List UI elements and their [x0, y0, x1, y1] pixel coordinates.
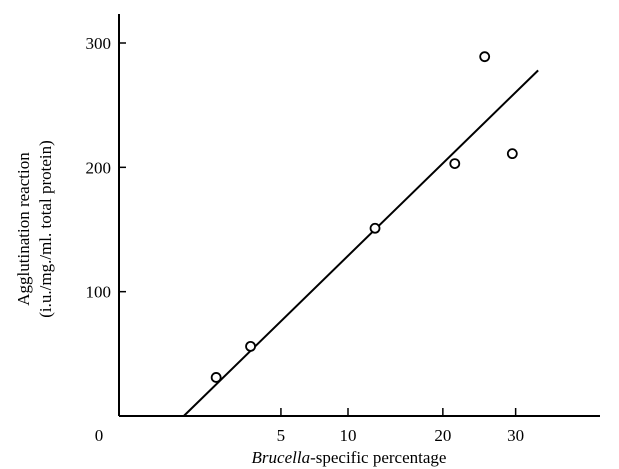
- y-tick-label: 300: [86, 34, 112, 53]
- data-point: [479, 51, 491, 63]
- x-origin-label: 0: [95, 426, 104, 445]
- x-axis-title-rest: -specific percentage: [310, 448, 446, 467]
- x-axis-title-italic: Brucella: [252, 448, 311, 467]
- y-tick-label: 200: [86, 158, 112, 177]
- y-axis-ticks: 100 200 300: [86, 34, 126, 302]
- x-tick-label: 5: [277, 426, 286, 445]
- data-point: [210, 372, 222, 383]
- y-axis-title: Agglutination reaction (i.u./mg./ml. tot…: [14, 140, 55, 318]
- fit-line: [183, 69, 539, 417]
- x-axis-title: Brucella-specific percentage: [252, 448, 447, 467]
- data-point: [506, 148, 518, 160]
- data-point: [449, 158, 461, 170]
- data-point: [369, 222, 381, 234]
- data-points: [210, 51, 518, 383]
- x-tick-label: 30: [507, 426, 524, 445]
- y-tick-label: 100: [86, 283, 112, 302]
- y-axis-title-line2: (i.u./mg./ml. total protein): [36, 140, 55, 318]
- x-axis-ticks: 5 10 20 30: [277, 408, 524, 445]
- y-axis-title-line1: Agglutination reaction: [14, 152, 33, 306]
- x-tick-label: 10: [340, 426, 357, 445]
- x-tick-label: 20: [434, 426, 451, 445]
- data-point: [245, 340, 256, 352]
